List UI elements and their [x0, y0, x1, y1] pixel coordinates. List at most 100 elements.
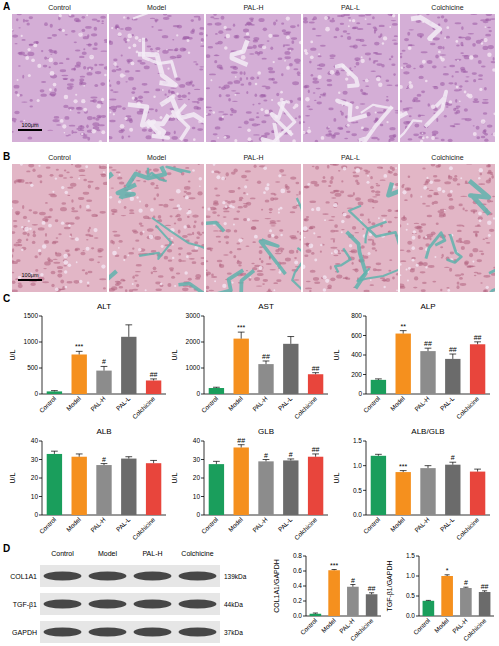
cell [164, 256, 168, 260]
cell [206, 291, 209, 292]
sinusoid [225, 205, 228, 208]
cell [395, 110, 398, 112]
cell [268, 288, 271, 291]
cell [453, 178, 458, 182]
sinusoid [269, 229, 272, 232]
cell [80, 133, 85, 136]
cell [51, 271, 56, 275]
cell [309, 290, 312, 292]
cell [49, 49, 53, 51]
cell [449, 198, 453, 201]
fibrosis [335, 248, 350, 272]
cell [440, 209, 446, 211]
cell [444, 267, 450, 268]
cell [67, 187, 73, 189]
cell [468, 33, 474, 34]
cell [64, 169, 66, 171]
cell [238, 265, 241, 267]
cell [213, 230, 219, 231]
cell [402, 50, 406, 52]
cell [269, 269, 276, 271]
cell [482, 46, 488, 50]
cell [206, 270, 208, 271]
cell [225, 229, 231, 233]
cell [59, 28, 62, 31]
cell [109, 136, 113, 139]
cell [314, 183, 319, 186]
cell [17, 14, 22, 15]
cell [123, 38, 126, 42]
cell [155, 20, 157, 22]
sinusoid [392, 14, 395, 17]
cell [272, 35, 279, 37]
cell [322, 213, 329, 215]
cell [44, 22, 48, 26]
cell [49, 66, 51, 68]
cell [257, 273, 264, 276]
cell [473, 211, 475, 214]
sinusoid [310, 56, 314, 60]
sinusoid [303, 131, 306, 134]
cell [313, 277, 319, 281]
cell [287, 47, 293, 50]
cell [329, 180, 333, 184]
cell [296, 250, 298, 254]
cell [245, 24, 247, 26]
cell [22, 232, 27, 235]
cell [460, 283, 467, 286]
sinusoid [21, 35, 23, 37]
cell [317, 65, 320, 66]
sinusoid [17, 94, 20, 97]
cell [18, 244, 22, 246]
cell [245, 170, 251, 172]
cell [52, 241, 58, 243]
cell [98, 256, 103, 258]
cell [380, 277, 385, 279]
cell [86, 239, 88, 240]
cell [188, 92, 191, 95]
cell [321, 180, 326, 183]
cell [253, 45, 257, 49]
sinusoid [89, 55, 94, 60]
cell [370, 186, 374, 189]
fibrosis [109, 271, 117, 292]
tissue [109, 164, 204, 292]
sinusoid [455, 40, 458, 43]
cell [483, 289, 487, 292]
cell [261, 209, 263, 211]
cell [432, 65, 437, 68]
cell [459, 85, 462, 87]
sinusoid [234, 94, 236, 96]
sinusoid [456, 86, 459, 89]
cell [170, 215, 173, 217]
column-label: PAL-L [341, 154, 360, 161]
sinusoid [349, 244, 352, 247]
cell [191, 19, 194, 22]
cell [233, 24, 235, 27]
fibrosis [139, 225, 171, 259]
cell [481, 253, 484, 255]
sinusoid [27, 48, 30, 51]
cell [340, 190, 344, 193]
cell [55, 219, 59, 222]
cell [353, 175, 359, 178]
cell [343, 277, 347, 279]
sinusoid [99, 140, 103, 142]
cell [169, 199, 174, 201]
cell [299, 121, 301, 124]
cell [99, 278, 106, 280]
cell [262, 283, 265, 285]
fibrosis [118, 185, 136, 199]
cell [78, 169, 85, 172]
sinusoid [160, 283, 163, 286]
sinusoid [52, 191, 54, 193]
cell [134, 280, 137, 282]
cell [167, 15, 172, 17]
cell [346, 131, 350, 133]
cell [116, 66, 118, 68]
cell [162, 50, 169, 54]
cell [214, 188, 218, 190]
cell [489, 30, 492, 32]
cell [392, 276, 395, 279]
cell [32, 241, 36, 244]
